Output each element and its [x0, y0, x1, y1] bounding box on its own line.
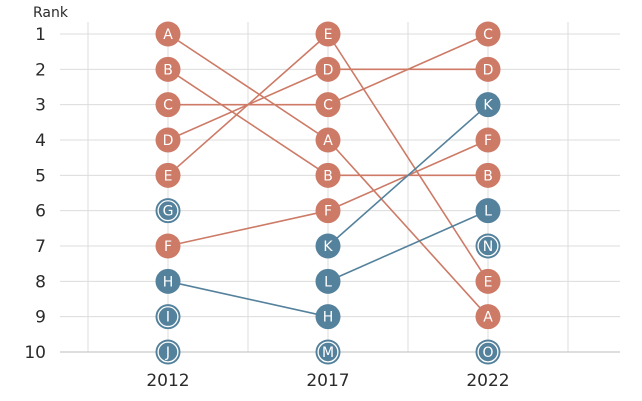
marker-c: C: [315, 92, 341, 118]
marker-label: G: [163, 204, 174, 220]
series-markers: A A A B B B C C C D D D E E E F F F G H H I J K K L L M N O: [155, 21, 501, 365]
marker-j: J: [155, 339, 181, 365]
marker-label: I: [166, 310, 170, 326]
marker-d: D: [155, 127, 181, 153]
marker-g: G: [155, 198, 181, 224]
marker-f: F: [155, 233, 181, 259]
marker-label: C: [163, 98, 173, 114]
y-tick-label: 9: [35, 308, 46, 328]
marker-label: M: [322, 345, 334, 361]
y-tick-label: 2: [35, 60, 46, 80]
y-tick-label: 10: [24, 343, 46, 363]
x-tick-labels: 2012 2017 2022: [146, 371, 509, 391]
marker-label: A: [483, 310, 493, 326]
y-tick-label: 6: [35, 202, 46, 222]
marker-label: A: [163, 27, 173, 43]
y-tick-labels: 1 2 3 4 5 6 7 8 9 10: [24, 25, 46, 363]
y-tick-label: 5: [35, 166, 46, 186]
y-tick-label: 8: [35, 272, 46, 292]
x-tick-label: 2012: [146, 371, 189, 391]
marker-h: H: [155, 268, 181, 294]
marker-k: K: [315, 233, 341, 259]
marker-a: A: [315, 127, 341, 153]
marker-label: D: [163, 133, 174, 149]
series-line-h: [167, 280, 329, 318]
x-tick-label: 2022: [466, 371, 509, 391]
marker-label: B: [323, 168, 333, 184]
y-tick-label: 1: [35, 25, 46, 45]
marker-e: E: [155, 162, 181, 188]
series-line-e: [327, 33, 489, 282]
marker-label: E: [164, 168, 173, 184]
y-tick-label: 7: [35, 237, 46, 257]
marker-label: K: [323, 239, 333, 255]
marker-i: I: [155, 304, 181, 330]
marker-a: A: [155, 21, 181, 47]
marker-label: E: [324, 27, 333, 43]
marker-k: K: [475, 92, 501, 118]
marker-b: B: [475, 162, 501, 188]
marker-l: L: [315, 268, 341, 294]
marker-label: C: [483, 27, 493, 43]
y-tick-label: 3: [35, 96, 46, 116]
marker-label: H: [323, 310, 334, 326]
marker-l: L: [475, 198, 501, 224]
marker-label: B: [163, 62, 173, 78]
series-lines: [167, 33, 489, 318]
marker-label: L: [484, 204, 492, 220]
marker-f: F: [475, 127, 501, 153]
series-line-l: [327, 209, 489, 283]
marker-label: E: [484, 274, 493, 290]
y-axis-title: Rank: [33, 5, 69, 21]
y-tick-label: 4: [35, 131, 46, 151]
marker-b: B: [155, 56, 181, 82]
series-line-e: [167, 33, 329, 176]
marker-label: K: [483, 98, 493, 114]
marker-label: H: [163, 274, 174, 290]
marker-label: N: [483, 239, 493, 255]
marker-label: D: [323, 62, 334, 78]
marker-b: B: [315, 162, 341, 188]
marker-h: H: [315, 304, 341, 330]
marker-o: O: [475, 339, 501, 365]
series-line-k: [327, 104, 489, 247]
series-line-b: [167, 68, 329, 177]
marker-label: J: [165, 345, 170, 361]
marker-m: M: [315, 339, 341, 365]
marker-c: C: [475, 21, 501, 47]
marker-label: F: [164, 239, 172, 255]
marker-n: N: [475, 233, 501, 259]
marker-c: C: [155, 92, 181, 118]
marker-e: E: [475, 268, 501, 294]
marker-label: L: [324, 274, 332, 290]
marker-label: B: [483, 168, 493, 184]
marker-f: F: [315, 198, 341, 224]
series-line-a: [327, 139, 489, 318]
x-tick-label: 2017: [306, 371, 349, 391]
marker-label: O: [482, 345, 493, 361]
marker-label: F: [484, 133, 492, 149]
marker-d: D: [475, 56, 501, 82]
marker-d: D: [315, 56, 341, 82]
marker-label: D: [483, 62, 494, 78]
marker-label: A: [323, 133, 333, 149]
marker-a: A: [475, 304, 501, 330]
marker-e: E: [315, 21, 341, 47]
marker-label: C: [323, 98, 333, 114]
series-line-a: [167, 33, 329, 141]
series-line-f: [167, 209, 329, 247]
marker-label: F: [324, 204, 332, 220]
